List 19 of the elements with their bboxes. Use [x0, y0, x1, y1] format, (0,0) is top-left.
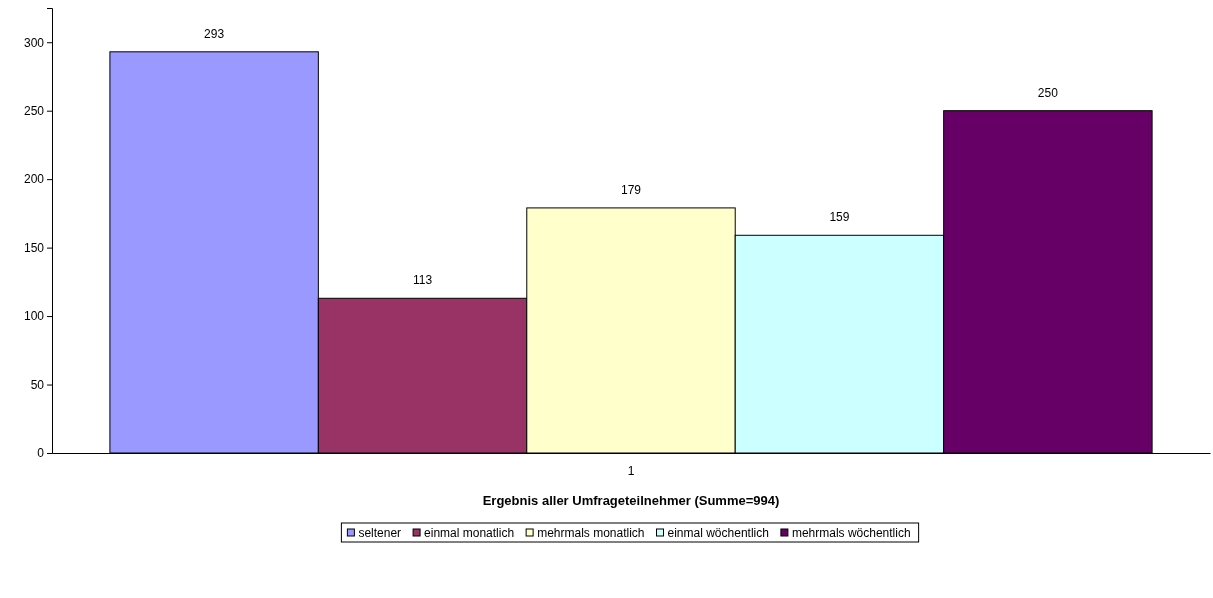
legend-label: einmal monatlich [424, 526, 515, 540]
y-tick-label: 0 [37, 446, 45, 461]
data-label: 179 [620, 182, 642, 197]
y-tick-label: 300 [23, 35, 45, 50]
data-label: 159 [829, 210, 850, 225]
legend-label: mehrmals wöchentlich [791, 526, 911, 540]
data-label: 250 [1037, 85, 1059, 100]
legend-label: einmal wöchentlich [667, 526, 769, 540]
y-tick-label: 50 [30, 377, 45, 392]
legend-label: seltener [358, 526, 402, 540]
data-label: 113 [412, 273, 433, 288]
y-tick-label: 100 [23, 309, 45, 324]
data-label: 293 [204, 26, 225, 41]
x-tick-label: 1 [627, 464, 635, 479]
y-tick-label: 250 [23, 104, 45, 119]
x-axis-title: Ergebnis aller Umfrageteilnehmer (Summe=994) [482, 493, 780, 508]
y-tick-label: 150 [23, 240, 45, 255]
y-tick-label: 200 [23, 172, 45, 187]
legend-label: mehrmals monatlich [537, 526, 645, 540]
